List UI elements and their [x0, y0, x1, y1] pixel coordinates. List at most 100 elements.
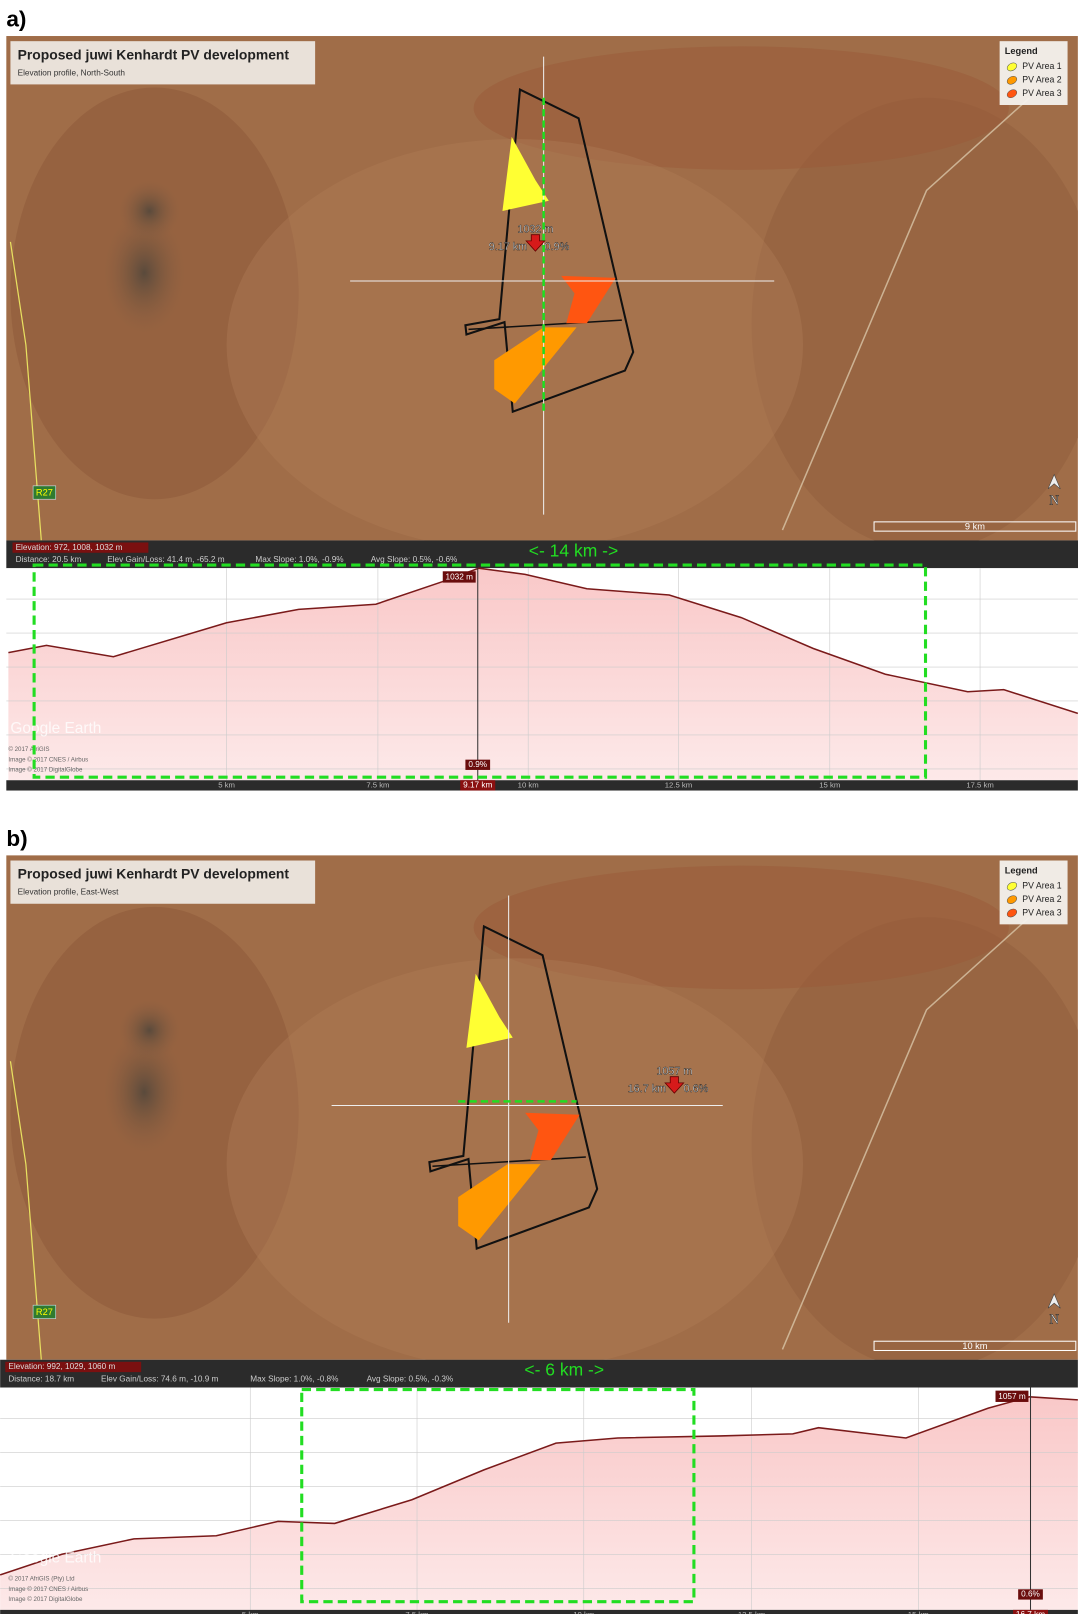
elevation-profile: 5 km 7.5 km 10 km 12.5 km 15 km 17.5 km 1032 m… — [6, 563, 1078, 791]
marker-box — [1013, 1609, 1049, 1614]
cursor-distance: 16.7 km — [628, 1083, 666, 1095]
panel: b) R27 1057 m 16.7 km 0.6% Proposed juwi Kenh… — [0, 826, 1078, 1614]
info-highlight — [12, 542, 149, 553]
marker-box — [995, 1390, 1029, 1402]
legend-title: Legend — [1005, 865, 1038, 875]
road-label: R27 — [36, 488, 53, 498]
terrain — [226, 138, 804, 551]
watermark: Google Earth — [10, 720, 101, 737]
legend-swatch — [1006, 62, 1018, 72]
axis-bar — [6, 780, 1078, 791]
scale-bar — [873, 1340, 1077, 1352]
panel-label: b) — [6, 826, 27, 851]
cursor-slope: 0.9% — [545, 241, 570, 253]
legend-label: PV Area 2 — [1022, 75, 1061, 85]
x-tick-label: 17.5 km — [966, 780, 993, 789]
site-boundary — [468, 319, 622, 331]
legend-swatch — [1006, 895, 1018, 904]
terrain — [751, 917, 1078, 1370]
marker-distance: 16.7 km — [1016, 1610, 1045, 1614]
distance-annotation: <- 14 km -> — [529, 540, 618, 560]
x-tick-label: 12.5 km — [665, 780, 692, 789]
legend-swatch — [1006, 881, 1018, 891]
title-box — [10, 860, 316, 904]
credit: Image © 2017 DigitalGlobe — [8, 767, 83, 774]
scale-label: 9 km — [965, 521, 985, 531]
profile-area — [0, 1396, 1078, 1610]
terrain — [118, 999, 181, 1062]
info-stat: Distance: 20.5 km — [16, 555, 82, 564]
legend-label: PV Area 3 — [1022, 907, 1061, 917]
marker-box — [1018, 1589, 1043, 1600]
cursor-slope: 0.6% — [684, 1083, 709, 1095]
pv-area-2 — [458, 1164, 541, 1241]
pv-area-1 — [502, 136, 549, 212]
terrain — [751, 97, 1078, 551]
marker-slope: 0.9% — [468, 760, 487, 769]
info-stat: Elev Gain/Loss: 74.6 m, -10.9 m — [101, 1374, 219, 1383]
marker-elevation: 1032 m — [446, 573, 474, 582]
satellite-map: R27 1057 m 16.7 km 0.6% Proposed juwi Kenhar… — [6, 855, 1078, 1371]
terrain — [103, 211, 186, 335]
scale-bar — [873, 521, 1077, 532]
satellite-map: R27 1032 m 9.17 km 0.9% Proposed juwi Kenhar… — [6, 36, 1078, 551]
map-title: Proposed juwi Kenhardt PV development — [18, 46, 290, 62]
site — [428, 924, 599, 1251]
elevation-profile: 5 km 7.5 km 10 km 12.5 km 15 km 1057 m 0.6% 16.… — [0, 1387, 1078, 1614]
info-stat: Distance: 18.7 km — [8, 1374, 74, 1383]
legend-swatch — [1006, 75, 1018, 85]
credit: © 2017 AfriGIS (Pty) Ltd — [8, 1576, 75, 1583]
legend: Legend PV Area 1 PV Area 2 PV Area 3 — [999, 41, 1068, 105]
terrain — [473, 46, 1009, 170]
legend-swatch — [1006, 908, 1018, 918]
info-stat: Max Slope: 1.0%, -0.9% — [255, 555, 344, 564]
marker-box — [442, 571, 476, 583]
x-tick-label: 7.5 km — [405, 1610, 428, 1614]
info-bar — [6, 540, 1078, 569]
pv-area-1 — [466, 973, 513, 1048]
x-tick-label: 15 km — [908, 1610, 929, 1614]
legend-label: PV Area 1 — [1022, 881, 1061, 891]
road-label: R27 — [36, 1307, 53, 1317]
credit: Image © 2017 DigitalGlobe — [8, 1596, 83, 1603]
map-subtitle: Elevation profile, East-West — [18, 888, 120, 897]
scale-label: 10 km — [962, 1341, 987, 1351]
info-stat: Max Slope: 1.0%, -0.8% — [250, 1374, 339, 1383]
panel: a) R27 1032 m 9.17 km 0.9% Proposed juwi Kenh… — [6, 7, 1078, 791]
credit: Image © 2017 CNES / Airbus — [8, 756, 88, 763]
north-arrow — [1047, 1293, 1061, 1309]
road-shield-box — [32, 1304, 57, 1319]
axis-bar — [0, 1609, 1078, 1614]
x-tick-label: 5 km — [242, 1610, 259, 1614]
info-stat: Elev Gain/Loss: 41.4 m, -65.2 m — [107, 555, 225, 564]
road-shield: R27 — [32, 485, 57, 500]
info-bar — [0, 1359, 1078, 1388]
legend-label: PV Area 1 — [1022, 61, 1061, 71]
terrain — [473, 865, 1009, 990]
x-tick-label: 7.5 km — [366, 780, 389, 789]
info-elevation: Elevation: 992, 1029, 1060 m — [8, 1362, 115, 1371]
credit: Image © 2017 CNES / Airbus — [8, 1586, 88, 1593]
terrain — [118, 180, 181, 242]
pv-area-2 — [494, 327, 577, 404]
highway — [9, 1061, 42, 1360]
marker-box — [465, 759, 491, 770]
map-title: Proposed juwi Kenhardt PV development — [18, 866, 290, 882]
highlight-box — [300, 1388, 696, 1604]
legend: Legend PV Area 1 PV Area 2 PV Area 3 — [999, 860, 1068, 925]
title-box — [10, 41, 316, 85]
map-subtitle: Elevation profile, North-South — [18, 68, 126, 77]
legend-label: PV Area 2 — [1022, 894, 1061, 904]
profile-line — [0, 1396, 1078, 1576]
marker-distance: 9.17 km — [463, 781, 492, 790]
road — [781, 916, 1030, 1350]
highlight-box — [32, 563, 928, 779]
distance-annotation: <- 6 km -> — [524, 1360, 604, 1380]
cursor-elevation: 1032 m — [517, 223, 553, 235]
legend-swatch — [1006, 89, 1018, 98]
info-elevation: Elevation: 972, 1008, 1032 m — [16, 543, 123, 552]
profile-area — [8, 568, 1078, 781]
marker-slope: 0.6% — [1021, 1590, 1040, 1599]
site — [464, 87, 635, 414]
